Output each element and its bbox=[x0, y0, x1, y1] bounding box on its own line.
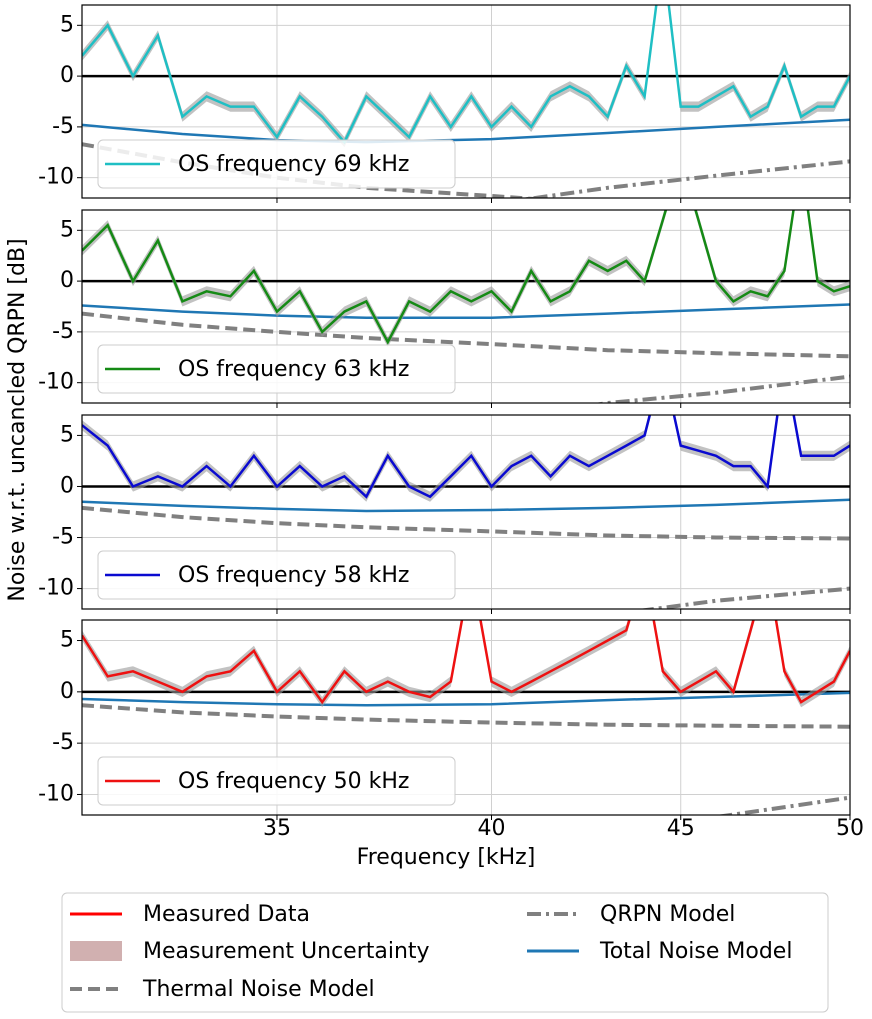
total-model bbox=[82, 303, 850, 319]
y-tick-label: -10 bbox=[38, 781, 74, 806]
qrpn-model bbox=[520, 159, 850, 198]
thermal-model bbox=[82, 505, 850, 541]
x-tick-label: 40 bbox=[478, 816, 506, 841]
measured-line bbox=[82, 415, 850, 499]
panel-frame bbox=[81, 209, 851, 404]
legend-patch bbox=[70, 941, 122, 961]
y-tick-label: 5 bbox=[60, 12, 74, 37]
panel-legend-label: OS frequency 69 kHz bbox=[178, 152, 409, 177]
panel-legend-box bbox=[97, 756, 456, 806]
y-tick-label: 5 bbox=[60, 217, 74, 242]
plot-area bbox=[82, 210, 850, 403]
thermal-model bbox=[82, 703, 850, 729]
panel-legend-box bbox=[97, 139, 456, 189]
panel-frame bbox=[81, 414, 851, 610]
y-tick-label: -10 bbox=[38, 165, 74, 190]
legend-label: Thermal Noise Model bbox=[142, 977, 375, 1002]
y-tick-label: 0 bbox=[60, 679, 74, 704]
total-model bbox=[82, 691, 850, 707]
measured-line bbox=[82, 210, 850, 345]
y-tick-label: -10 bbox=[38, 370, 74, 395]
legend-label: QRPN Model bbox=[600, 902, 735, 927]
panel-legend-box bbox=[97, 550, 456, 600]
qrpn-model bbox=[638, 586, 850, 609]
y-axis-label: Noise w.r.t. uncancled QRPN [dB] bbox=[5, 238, 30, 601]
uncertainty-band bbox=[82, 415, 850, 502]
legend-label: Measured Data bbox=[143, 902, 310, 927]
x-axis-label: Frequency [kHz] bbox=[357, 845, 536, 870]
y-tick-label: 0 bbox=[60, 63, 74, 88]
y-tick-label: -5 bbox=[52, 319, 74, 344]
plot-area bbox=[82, 415, 850, 609]
x-tick-label: 45 bbox=[667, 816, 695, 841]
qrpn-model bbox=[594, 374, 850, 403]
y-tick-label: -5 bbox=[52, 730, 74, 755]
total-model bbox=[82, 118, 850, 144]
y-tick-label: -5 bbox=[52, 114, 74, 139]
y-tick-label: 5 bbox=[60, 628, 74, 653]
legend-label: Measurement Uncertainty bbox=[143, 939, 430, 964]
y-tick-label: 0 bbox=[60, 268, 74, 293]
panel-legend-box bbox=[97, 344, 456, 394]
x-tick-label: 50 bbox=[836, 816, 864, 841]
legend-box bbox=[61, 892, 829, 1013]
y-tick-label: 5 bbox=[60, 422, 74, 447]
panel-frame bbox=[81, 619, 851, 816]
y-tick-label: -5 bbox=[52, 525, 74, 550]
thermal-model bbox=[82, 311, 850, 359]
panel-frame bbox=[81, 4, 851, 199]
measured-line bbox=[82, 5, 850, 145]
plot-area bbox=[82, 620, 850, 815]
panel-legend-label: OS frequency 63 kHz bbox=[178, 357, 409, 382]
legend-label: Total Noise Model bbox=[599, 939, 792, 964]
panel-legend-label: OS frequency 50 kHz bbox=[178, 769, 409, 794]
total-model bbox=[82, 498, 850, 513]
y-tick-label: 0 bbox=[60, 473, 74, 498]
measured-line bbox=[82, 620, 850, 705]
y-tick-label: -10 bbox=[38, 576, 74, 601]
x-tick-label: 35 bbox=[263, 816, 291, 841]
panel-legend-label: OS frequency 58 kHz bbox=[178, 563, 409, 588]
